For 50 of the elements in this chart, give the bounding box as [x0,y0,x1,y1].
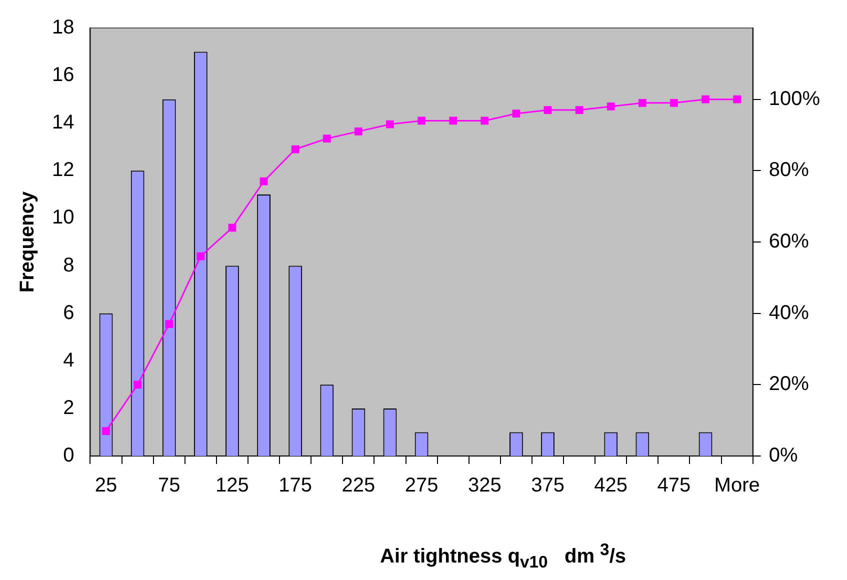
y-tick-label: 2 [63,396,74,419]
point [291,145,300,154]
x-tick-label: 475 [657,474,691,497]
y-tick-label: 0 [63,444,74,467]
x-tick-label: 325 [468,474,502,497]
y-tick-label: 18 [52,16,74,39]
y-tick-label: 4 [63,349,74,372]
point [354,128,362,136]
x-axis-title: Air tightness q$_{v10}$ dm $^{3}$/s [379,540,627,573]
x-tick-label: 375 [531,474,564,497]
y2-tick-label: 60% [768,230,810,253]
y-tick-label: 14 [52,112,74,134]
y-tick-label: 12 [52,159,74,182]
point [733,95,742,104]
y-tick-label: 10 [52,206,74,229]
point [165,320,174,328]
y-axis-title: Frequency [16,190,39,293]
y2-tick-label: 80% [768,159,810,182]
x-tick-label: More [714,474,760,497]
point [260,177,268,186]
point [196,252,205,260]
point [638,98,646,107]
x-tick-label: 175 [278,474,312,497]
x-tick-label: 425 [594,474,628,497]
point [102,427,110,435]
point [386,120,394,128]
point [670,98,678,107]
x-tick-label: 75 [158,474,180,497]
point [702,95,710,104]
point [575,106,584,114]
point [322,134,331,142]
point [418,116,426,125]
point [544,106,552,114]
y2-tick-label: 0% [768,444,798,467]
y2-tick-label: 100% [768,88,820,110]
point [134,380,142,389]
y-tick-label: 8 [63,254,74,276]
x-tick-label: 225 [342,474,376,497]
y2-tick-label: 40% [768,302,810,324]
point [480,116,489,125]
x-tick-label: 275 [404,474,438,497]
point [606,102,615,110]
point [449,116,458,125]
x-tick-label: 25 [94,474,118,497]
x-tick-label: 125 [216,474,249,497]
point [228,224,236,232]
y-tick-label: 16 [52,64,74,86]
y-tick-label: 6 [63,302,74,324]
y2-tick-label: 20% [768,373,810,396]
point [512,110,520,118]
